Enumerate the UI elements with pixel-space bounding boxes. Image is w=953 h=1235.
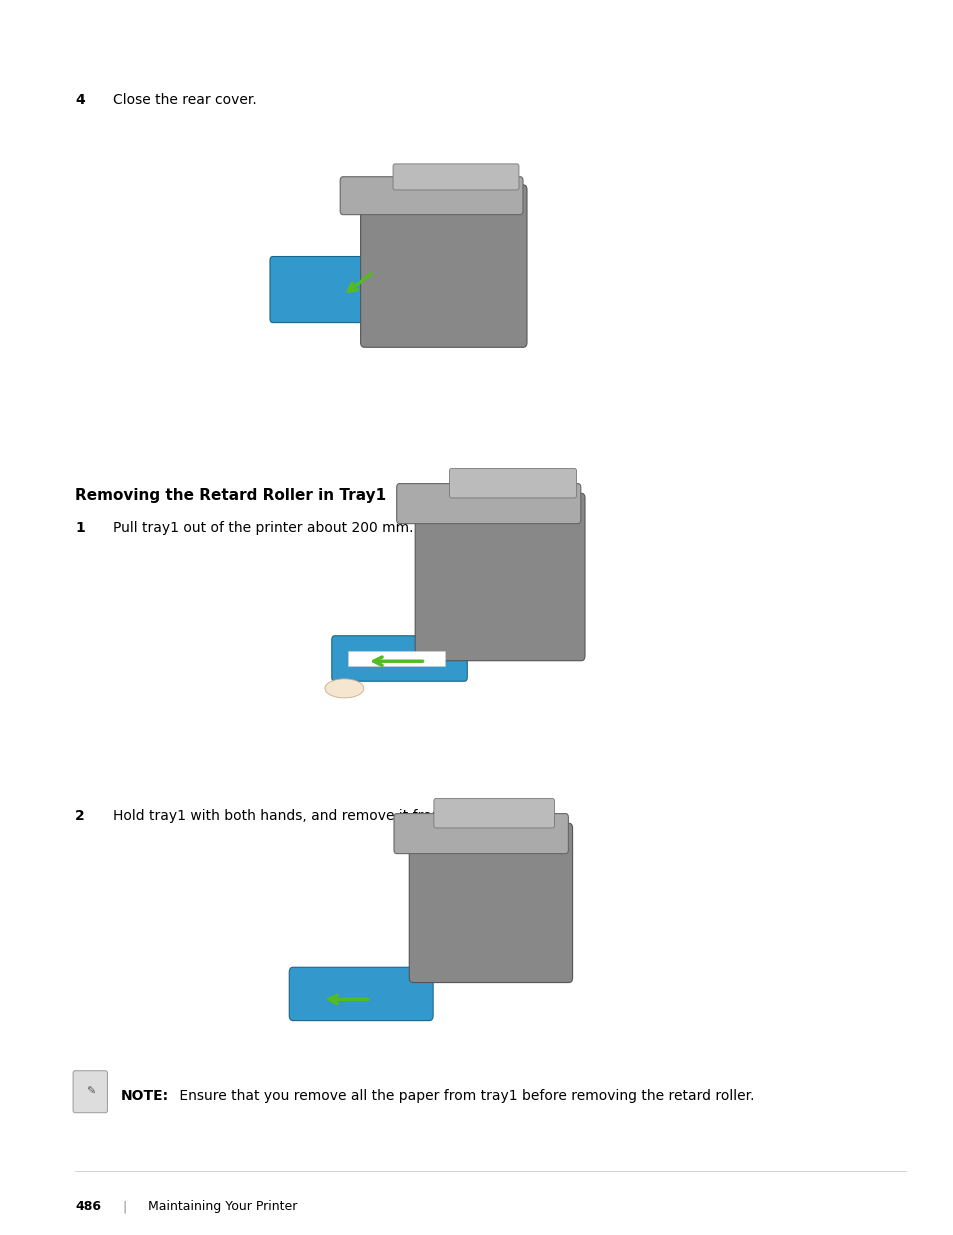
- FancyBboxPatch shape: [393, 164, 518, 190]
- Text: |: |: [115, 1200, 135, 1214]
- FancyBboxPatch shape: [394, 814, 568, 853]
- Bar: [347, 651, 444, 666]
- Text: 1: 1: [75, 521, 85, 535]
- FancyArrowPatch shape: [374, 657, 422, 666]
- Text: Ensure that you remove all the paper from tray1 before removing the retard rolle: Ensure that you remove all the paper fro…: [175, 1089, 754, 1103]
- Text: 486: 486: [75, 1200, 101, 1214]
- FancyArrowPatch shape: [329, 995, 368, 1004]
- Text: 2: 2: [75, 809, 85, 823]
- FancyBboxPatch shape: [396, 484, 580, 524]
- Text: Removing the Retard Roller in Tray1: Removing the Retard Roller in Tray1: [75, 488, 386, 503]
- Ellipse shape: [325, 679, 363, 698]
- FancyBboxPatch shape: [415, 493, 584, 661]
- Text: NOTE:: NOTE:: [121, 1089, 169, 1103]
- Text: Pull tray1 out of the printer about 200 mm.: Pull tray1 out of the printer about 200 …: [113, 521, 414, 535]
- Text: Hold tray1 with both hands, and remove it from the printer.: Hold tray1 with both hands, and remove i…: [113, 809, 526, 823]
- Text: Maintaining Your Printer: Maintaining Your Printer: [149, 1200, 297, 1214]
- FancyBboxPatch shape: [340, 177, 522, 215]
- FancyBboxPatch shape: [360, 185, 526, 347]
- FancyBboxPatch shape: [270, 257, 382, 322]
- FancyBboxPatch shape: [289, 967, 433, 1020]
- FancyArrowPatch shape: [348, 274, 371, 291]
- FancyBboxPatch shape: [449, 468, 576, 498]
- FancyBboxPatch shape: [332, 636, 467, 682]
- FancyBboxPatch shape: [73, 1071, 108, 1113]
- Text: Close the rear cover.: Close the rear cover.: [113, 93, 256, 106]
- FancyBboxPatch shape: [409, 824, 572, 983]
- FancyBboxPatch shape: [434, 799, 554, 827]
- Text: 4: 4: [75, 93, 85, 106]
- Text: ✎: ✎: [86, 1087, 95, 1097]
